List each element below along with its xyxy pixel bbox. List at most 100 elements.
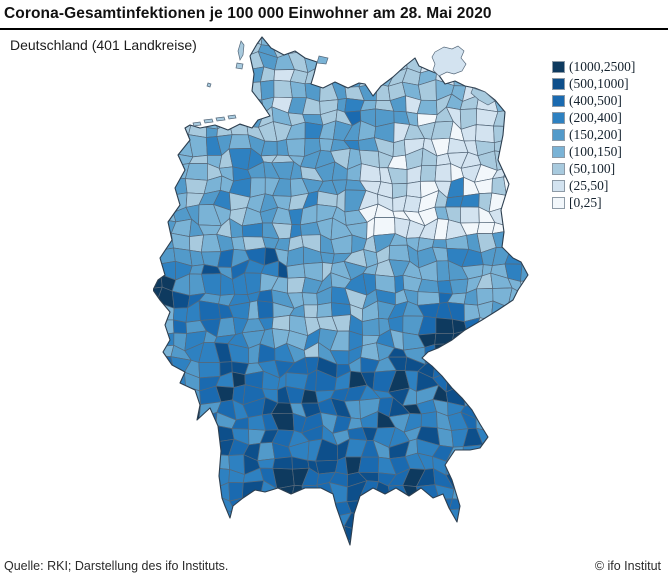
district-cell — [503, 327, 523, 346]
district-cell — [392, 526, 410, 545]
district-cell — [462, 452, 481, 471]
district-cell — [212, 94, 233, 109]
district-cell — [432, 537, 454, 545]
district-cell — [406, 180, 422, 199]
district-cell — [169, 494, 194, 512]
district-cell — [153, 328, 165, 349]
district-cell — [476, 356, 499, 375]
district-cell — [217, 52, 237, 74]
district-cell — [489, 510, 509, 530]
district-cell — [519, 38, 528, 53]
district-cell — [503, 222, 525, 233]
island-sylt — [237, 40, 245, 61]
district-cell — [488, 65, 510, 81]
district-cell — [204, 482, 222, 500]
district-cell — [504, 40, 522, 58]
district-cell — [153, 509, 161, 531]
district-cell — [408, 526, 420, 545]
district-cell — [175, 441, 190, 460]
district-cell — [518, 293, 528, 303]
district-cell — [153, 443, 163, 461]
district-cell — [372, 523, 397, 545]
district-cell — [462, 67, 480, 87]
district-cell — [503, 441, 525, 459]
district-cell — [359, 37, 383, 46]
district-cell — [256, 300, 274, 319]
district-cell — [153, 470, 157, 485]
district-cell — [517, 385, 528, 407]
district-cell — [198, 57, 220, 74]
district-cell — [171, 82, 193, 98]
district-cell — [504, 541, 525, 545]
district-cell — [172, 94, 193, 113]
district-cell — [480, 384, 493, 404]
district-cell — [416, 99, 438, 116]
district-cell — [517, 122, 528, 143]
district-cell — [155, 538, 177, 545]
district-cell — [465, 484, 477, 500]
district-cell — [463, 467, 482, 489]
legend-swatch — [552, 179, 565, 192]
district-cell — [449, 343, 463, 361]
district-cell — [160, 431, 176, 447]
legend-label: (25,50] — [569, 178, 609, 193]
district-cell — [153, 481, 161, 502]
district-cell — [153, 319, 164, 335]
district-cell — [278, 511, 292, 528]
district-cell — [184, 417, 203, 431]
district-cell — [171, 68, 192, 86]
district-cell — [518, 300, 528, 322]
district-cell — [184, 428, 203, 447]
district-cell — [153, 153, 161, 170]
district-cell — [183, 494, 208, 510]
district-cell — [244, 272, 262, 296]
district-cell — [153, 262, 162, 278]
district-cell — [517, 71, 528, 86]
island-usedom — [470, 87, 496, 106]
district-cell — [506, 149, 528, 169]
district-cell — [204, 539, 222, 545]
district-cell — [285, 508, 305, 531]
district-cell — [436, 427, 454, 448]
district-cell — [257, 458, 276, 469]
district-cell — [507, 344, 522, 365]
district-cell — [153, 66, 160, 82]
district-cell — [518, 106, 528, 130]
district-cell — [153, 57, 160, 69]
legend-label: [0,25] — [569, 195, 602, 210]
district-cell — [153, 178, 164, 192]
district-cell — [491, 494, 511, 517]
district-cell — [504, 231, 525, 249]
district-cell — [153, 410, 161, 433]
district-cell — [257, 442, 276, 462]
district-cell — [203, 37, 216, 46]
district-cell — [184, 507, 202, 529]
legend-swatch — [552, 196, 565, 209]
district-cell — [153, 345, 165, 364]
district-cell — [476, 38, 496, 55]
district-cell — [494, 40, 506, 58]
district-cell — [316, 37, 333, 45]
district-cell — [419, 165, 437, 182]
district-cell — [479, 452, 496, 475]
district-cell — [489, 397, 511, 416]
district-cell — [372, 494, 391, 515]
district-cell — [170, 538, 193, 545]
district-cell — [153, 38, 164, 60]
district-cell — [285, 526, 307, 545]
district-cell — [508, 467, 526, 486]
district-cell — [155, 466, 172, 487]
district-cell — [420, 411, 438, 429]
district-cell — [306, 535, 324, 545]
district-cell — [162, 319, 175, 335]
district-cell — [475, 402, 493, 420]
district-cell — [331, 40, 347, 61]
district-cell — [215, 537, 234, 545]
district-cell — [153, 375, 165, 391]
district-cell — [198, 300, 221, 321]
district-cell — [475, 483, 497, 499]
district-cell — [153, 95, 161, 116]
district-cell — [170, 109, 192, 125]
district-cell — [153, 218, 164, 241]
district-cell — [155, 67, 177, 84]
